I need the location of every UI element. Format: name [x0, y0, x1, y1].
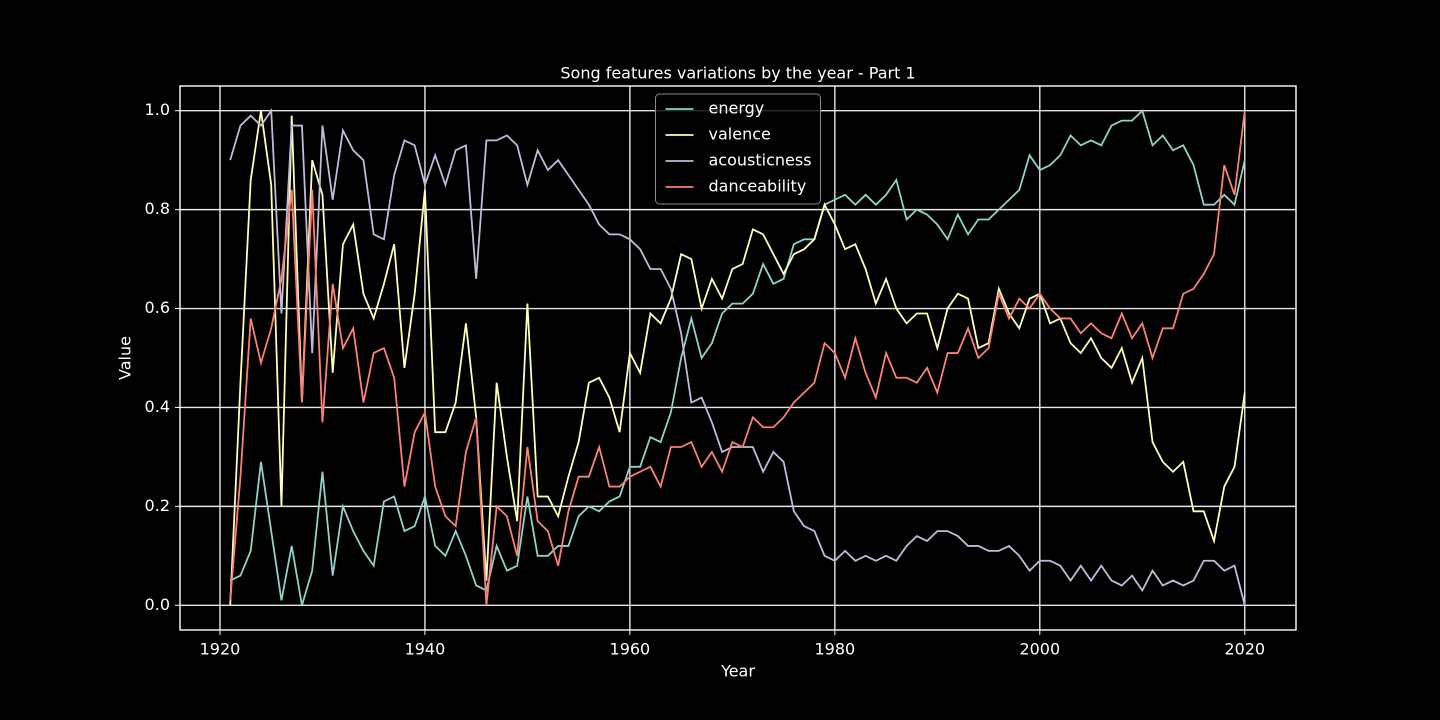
- chart-title: Song features variations by the year - P…: [560, 64, 915, 83]
- legend-label: energy: [709, 99, 765, 118]
- x-tick-label: 2000: [1019, 640, 1060, 659]
- y-tick-label: 0.8: [145, 199, 170, 218]
- axes-frame: [179, 85, 1297, 631]
- x-tick-label: 1960: [610, 640, 651, 659]
- y-tick-label: 0.4: [145, 397, 170, 416]
- y-tick-label: 0.6: [145, 298, 170, 317]
- x-tick-label: 1920: [200, 640, 241, 659]
- legend-label: danceability: [709, 177, 807, 196]
- data-line: [229, 109, 1246, 606]
- y-tick-label: 0.0: [145, 595, 170, 614]
- x-tick-label: 2020: [1224, 640, 1265, 659]
- legend: energy valence acousticness danceability: [655, 93, 821, 205]
- data-line: [229, 110, 1246, 606]
- x-tick-label: 1940: [405, 640, 446, 659]
- y-tick-label: 0.2: [145, 496, 170, 515]
- legend-label: acousticness: [709, 151, 812, 170]
- y-axis-label: Value: [116, 336, 135, 380]
- data-line: [229, 108, 1246, 606]
- x-tick-label: 1980: [814, 640, 855, 659]
- legend-label: valence: [709, 125, 771, 144]
- data-line: [229, 110, 1246, 606]
- legend-box: [655, 93, 821, 205]
- y-tick-label: 1.0: [145, 100, 170, 119]
- x-axis-label: Year: [720, 662, 755, 681]
